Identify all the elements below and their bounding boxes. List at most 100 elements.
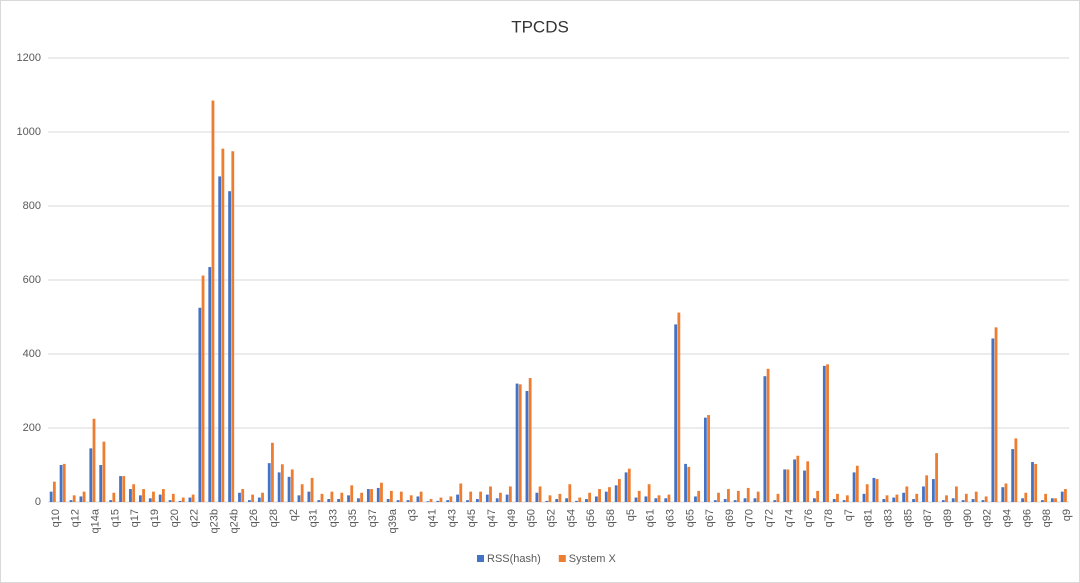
y-tick-label: 200 [23,422,41,434]
x-tick-label: q2 [288,509,300,521]
bar [1024,492,1028,502]
bar [575,500,578,502]
bar [267,463,271,502]
bar [396,500,400,502]
x-tick-label: q17 [129,509,141,527]
legend-label: System X [569,553,617,565]
bar [882,499,886,502]
bar [598,489,601,502]
bar [885,495,889,502]
x-tick-label: q76 [803,509,815,527]
y-tick-label: 1200 [17,52,41,64]
y-tick-label: 600 [23,274,41,286]
bar [902,492,906,502]
bar [320,493,324,502]
bar [112,492,116,502]
y-tick-label: 800 [23,200,41,212]
bar [865,484,869,502]
bar [842,500,846,502]
bar [231,151,235,503]
bar [548,495,552,502]
bar [469,491,473,502]
bar [109,500,113,502]
x-tick-label: q24b [228,509,240,533]
bar [674,324,678,502]
x-tick-label: q31 [308,509,320,527]
bar [872,477,876,502]
x-tick-label: q15 [109,509,121,527]
bar [1050,498,1054,502]
bar [637,490,641,502]
x-tick-label: q20 [169,509,181,527]
bar [555,499,559,502]
bar [707,415,710,502]
x-tick-label: q35 [347,509,359,527]
x-tick-label: q33 [327,509,339,527]
bar [945,495,948,502]
bar [852,472,856,502]
bar [178,500,182,502]
bar [142,489,145,502]
bar [257,497,261,502]
bar [347,495,350,502]
bar [991,338,995,502]
x-tick-label: q43 [446,509,458,527]
bar [409,495,413,502]
bar [677,312,681,502]
bar [475,499,479,502]
bar [796,455,800,502]
x-tick-label: q5 [625,509,637,521]
bar [822,365,826,502]
bar [697,490,701,502]
bar [634,497,638,502]
bar [389,490,393,502]
bar [82,491,86,502]
x-tick-label: q92 [982,509,994,527]
bar [201,275,205,502]
bar [1031,462,1034,502]
bar [558,493,562,502]
bar [399,491,403,502]
bar [753,498,757,502]
x-tick-label: q67 [704,509,716,527]
x-tick-label: q26 [248,509,260,527]
bar [624,472,628,502]
bar [416,496,420,502]
bar [931,479,935,502]
bar [617,479,621,502]
x-tick-label: q22 [189,509,201,527]
bar [360,492,364,502]
bar [119,476,122,502]
bar [218,176,222,502]
bar [604,491,608,502]
x-tick-label: q7 [843,509,855,521]
bar [129,489,132,502]
bar [300,484,304,502]
bar [49,491,53,502]
x-tick-label: q3 [407,509,419,521]
bar [654,498,658,502]
bar [568,484,572,502]
bar [836,493,839,502]
bar [627,468,631,502]
bar [803,470,806,502]
bar [585,499,588,502]
x-tick-label: q65 [684,509,696,527]
bar [905,486,909,502]
bar [578,497,582,502]
bar [148,498,152,502]
bar [1004,483,1008,502]
bar [746,487,750,502]
bar [855,465,859,502]
bar [238,492,241,502]
bar [449,496,453,502]
x-tick-label: q85 [902,509,914,527]
bar [99,465,103,502]
bar [951,498,955,502]
bar [426,501,430,502]
bar [171,493,175,502]
x-tick-label: q56 [585,509,597,527]
x-tick-label: q10 [50,509,62,527]
bar [535,492,539,502]
bar [446,500,450,502]
